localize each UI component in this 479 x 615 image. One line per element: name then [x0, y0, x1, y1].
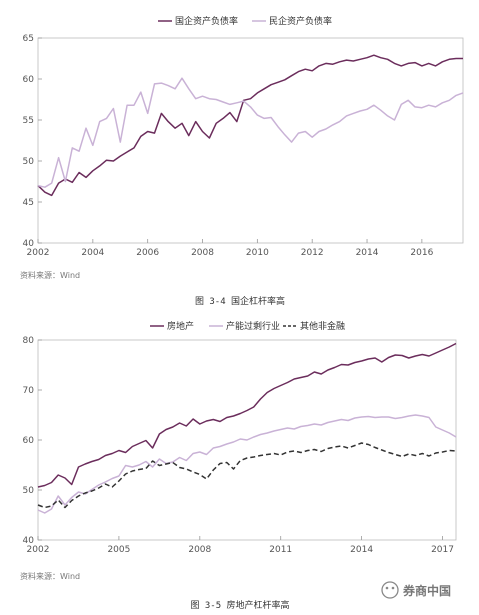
y-tick-label: 60 — [23, 75, 35, 85]
y-tick-label: 55 — [23, 116, 34, 126]
x-tick-label: 2010 — [246, 248, 269, 258]
x-tick-label: 2004 — [81, 248, 104, 258]
x-tick-label: 2016 — [410, 248, 433, 258]
wechat-icon-dot — [391, 586, 395, 590]
watermark-text: 券商中国 — [402, 583, 451, 598]
legend-label: 产能过剩行业 — [226, 320, 280, 332]
series-lines — [37, 54, 464, 197]
series-lines — [37, 342, 457, 514]
series-line-1 — [37, 414, 457, 514]
legend-label: 房地产 — [167, 320, 194, 332]
x-tick-label: 2005 — [107, 545, 130, 555]
series-line-2 — [37, 442, 457, 509]
x-tick-label: 2002 — [27, 545, 50, 555]
series-line-1 — [37, 77, 464, 188]
source-note: 资料来源：Wind — [20, 571, 80, 581]
x-tick-labels: 2002 2004 2006 2008 2010 2012 2014 2016 — [27, 239, 434, 258]
y-tick-label: 50 — [23, 486, 35, 496]
legend-label: 国企资产负债率 — [175, 15, 238, 27]
y-tick-labels: 40 45 50 55 60 65 — [23, 34, 42, 249]
y-tick-label: 50 — [23, 157, 35, 167]
y-tick-label: 65 — [23, 34, 34, 44]
x-tick-label: 2017 — [431, 545, 454, 555]
y-tick-label: 45 — [23, 198, 34, 208]
wechat-icon — [381, 581, 399, 599]
figure-caption: 图 3-4 国企杠杆率高 — [195, 295, 285, 307]
y-tick-label: 40 — [23, 536, 35, 546]
y-tick-label: 60 — [23, 436, 35, 446]
x-tick-label: 2006 — [136, 248, 159, 258]
chart-real-estate-leverage: 40 50 60 70 80 2002 2005 2008 2011 2014 2017 房地产 产… — [20, 320, 457, 611]
y-tick-label: 70 — [23, 386, 35, 396]
legend: 国企资产负债率 民企资产负债率 — [158, 15, 332, 27]
watermark: 券商中国 — [381, 581, 451, 599]
x-tick-label: 2002 — [27, 248, 50, 258]
x-tick-label: 2008 — [191, 248, 214, 258]
chart-soe-vs-private-leverage: 40 45 50 55 60 65 2002 2004 2006 2008 2010 2012 201… — [20, 15, 464, 307]
x-tick-labels: 2002 2005 2008 2011 2014 2017 — [27, 536, 454, 555]
x-tick-label: 2014 — [356, 248, 379, 258]
source-note: 资料来源：Wind — [20, 270, 80, 280]
y-tick-labels: 40 50 60 70 80 — [23, 336, 42, 546]
wechat-icon-dot — [385, 586, 389, 590]
series-line-0 — [37, 342, 457, 488]
x-tick-label: 2008 — [188, 545, 211, 555]
x-tick-label: 2014 — [350, 545, 373, 555]
legend-label: 民企资产负债率 — [269, 15, 332, 27]
series-line-0 — [37, 54, 463, 197]
legend-label: 其他非金融 — [300, 320, 345, 332]
legend: 房地产 产能过剩行业 其他非金融 — [150, 320, 345, 332]
plot-frame — [37, 37, 464, 244]
x-tick-label: 2011 — [269, 545, 292, 555]
y-tick-label: 40 — [23, 239, 35, 249]
y-tick-label: 80 — [23, 336, 35, 346]
x-tick-label: 2012 — [301, 248, 324, 258]
figure-caption: 图 3-5 房地产杠杆率高 — [190, 599, 289, 611]
